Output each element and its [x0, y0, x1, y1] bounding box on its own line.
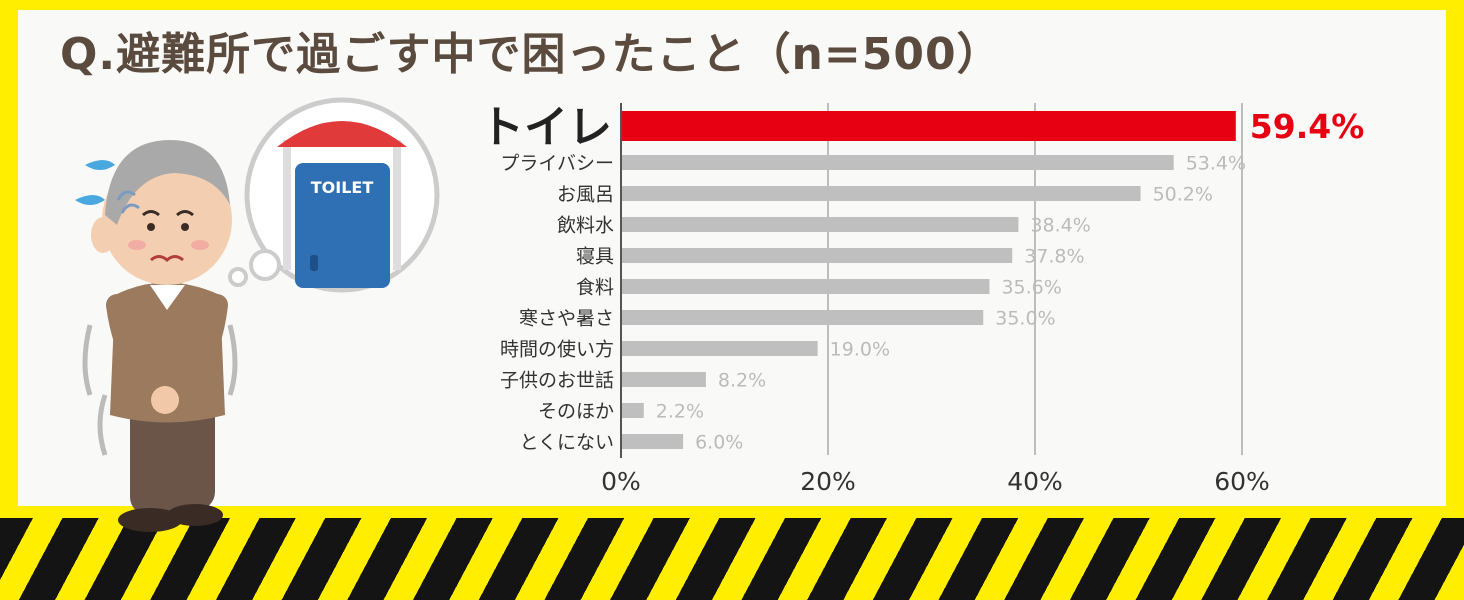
toilet-sign: TOILET — [311, 178, 374, 197]
value-label: 8.2% — [718, 370, 766, 392]
bar — [622, 434, 684, 449]
bar — [622, 186, 1141, 201]
category-label: 寝具 — [576, 246, 614, 268]
bar — [622, 155, 1174, 170]
x-tick-label: 60% — [1214, 467, 1270, 496]
value-label: 2.2% — [656, 401, 704, 423]
category-label: お風呂 — [557, 184, 614, 206]
category-label: プライバシー — [500, 153, 614, 175]
bar — [622, 341, 818, 356]
category-label: とくにない — [520, 432, 614, 454]
category-label: 食料 — [576, 277, 614, 299]
elderly-man-needing-toilet-icon: TOILET — [75, 97, 440, 532]
bar-highlight — [622, 111, 1236, 141]
value-label: 6.0% — [695, 432, 743, 454]
category-label: 寒さや暑さ — [519, 308, 614, 330]
value-label: 35.0% — [995, 308, 1055, 330]
value-label: 37.8% — [1024, 246, 1084, 268]
bar — [622, 279, 990, 294]
value-label: 19.0% — [830, 339, 890, 361]
category-label: 時間の使い方 — [500, 339, 614, 361]
chart-title: Q.避難所で過ごす中で困ったこと（n=500） — [60, 29, 1002, 80]
category-label: そのほか — [538, 401, 614, 423]
hazard-stripe-band — [0, 518, 1464, 600]
bar — [622, 310, 984, 325]
x-tick-label: 40% — [1007, 467, 1063, 496]
value-label: 50.2% — [1153, 184, 1213, 206]
category-label: 子供のお世話 — [500, 370, 614, 392]
value-label: 53.4% — [1186, 153, 1246, 175]
value-label: 59.4% — [1250, 107, 1365, 146]
x-tick-label: 20% — [800, 467, 856, 496]
value-label: 35.6% — [1001, 277, 1061, 299]
bar — [622, 217, 1019, 232]
toilet-door — [295, 163, 390, 288]
category-label: 飲料水 — [557, 215, 614, 237]
x-tick-label: 0% — [601, 467, 641, 496]
bar — [622, 248, 1013, 263]
value-label: 38.4% — [1030, 215, 1090, 237]
category-label: トイレ — [480, 102, 612, 153]
bar — [622, 372, 706, 387]
bar — [622, 403, 644, 418]
